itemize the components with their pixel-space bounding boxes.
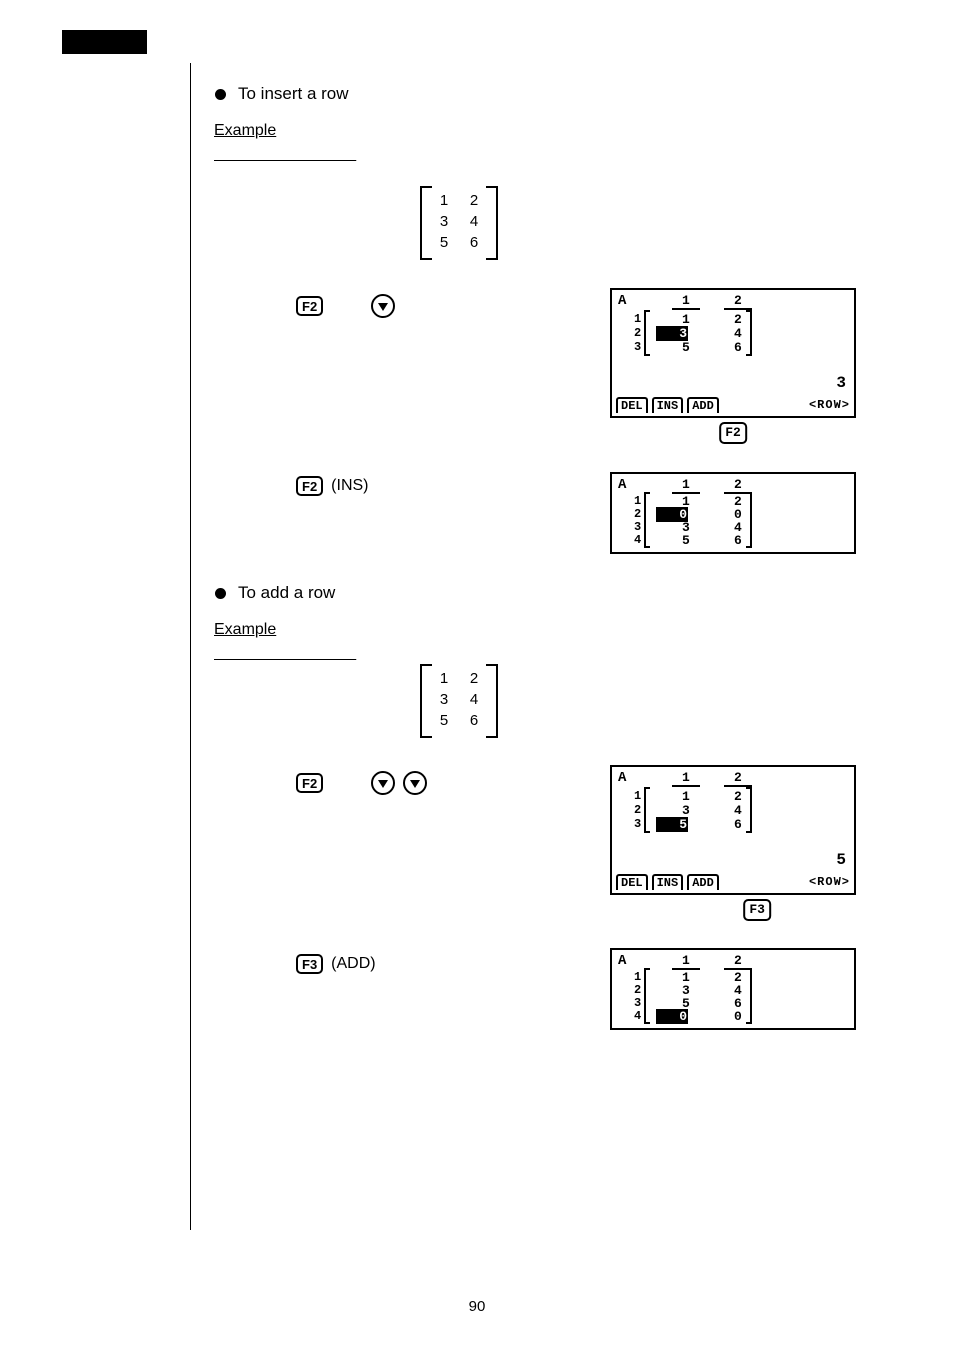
- menu-ins[interactable]: INS: [652, 874, 684, 890]
- s2-step2-keys: F3 (ADD): [296, 954, 376, 974]
- cursor-value: 3: [836, 374, 846, 392]
- s2-step1-keys: F2: [296, 771, 427, 795]
- matrix-name: A: [618, 953, 626, 969]
- menu-row-tag: <ROW>: [809, 398, 850, 412]
- matrix-name: A: [618, 770, 626, 786]
- down-arrow-button[interactable]: [371, 771, 395, 795]
- menu-del[interactable]: DEL: [616, 397, 648, 413]
- f2-key[interactable]: F2: [296, 476, 323, 496]
- menu-add[interactable]: ADD: [687, 874, 719, 890]
- step2-keys: F2 (INS): [296, 476, 369, 496]
- example-label-line-2: [214, 645, 404, 663]
- lcd-screenshot-s1-2: A 1 2 1 2 3 4 1 2 0 0 3 4 5 6: [610, 472, 856, 554]
- lcd-screenshot-s1-1: A 1 2 1 2 3 1 2 3 4 5 6 3 DEL INS ADD <R…: [610, 288, 856, 418]
- bullet-icon: [215, 89, 226, 100]
- matrix-A-src-2: 12 34 56: [420, 664, 498, 738]
- section2-title: To add a row: [238, 583, 335, 603]
- menu-add[interactable]: ADD: [687, 397, 719, 413]
- example-label: Example: [214, 122, 276, 140]
- cursor-value: 5: [836, 851, 846, 869]
- lcd-menu: DEL INS ADD <ROW>: [616, 397, 850, 413]
- highlighted-cell: 3: [656, 326, 688, 341]
- f2-key-below[interactable]: F2: [719, 422, 747, 444]
- f2-key[interactable]: F2: [296, 773, 323, 793]
- menu-del[interactable]: DEL: [616, 874, 648, 890]
- menu-row-tag: <ROW>: [809, 875, 850, 889]
- highlighted-cell: 5: [656, 817, 688, 832]
- s2-step2-label: (ADD): [331, 955, 375, 973]
- menu-ins[interactable]: INS: [652, 397, 684, 413]
- highlighted-cell: 0: [656, 1009, 688, 1024]
- example-label-line: [214, 146, 404, 164]
- example-label-2: Example: [214, 621, 276, 639]
- lcd-menu: DEL INS ADD <ROW>: [616, 874, 850, 890]
- lcd-screenshot-s2-2: A 1 2 1 2 3 4 1 2 3 4 5 6 0 0: [610, 948, 856, 1030]
- down-arrow-button[interactable]: [371, 294, 395, 318]
- vertical-separator: [190, 63, 191, 1230]
- down-arrow-button[interactable]: [403, 771, 427, 795]
- matrix-name: A: [618, 293, 626, 309]
- f3-key-below[interactable]: F3: [743, 899, 771, 921]
- f2-key[interactable]: F2: [296, 296, 323, 316]
- matrix-name: A: [618, 477, 626, 493]
- section1-title: To insert a row: [238, 84, 349, 104]
- step2-label: (INS): [331, 477, 368, 495]
- step1-keys: F2: [296, 294, 395, 318]
- matrix-A-src: 12 34 56: [420, 186, 498, 260]
- f3-key[interactable]: F3: [296, 954, 323, 974]
- bullet-icon: [215, 588, 226, 599]
- page-number: 90: [469, 1298, 486, 1315]
- black-tab: [62, 30, 147, 54]
- lcd-screenshot-s2-1: A 1 2 1 2 3 1 2 3 4 5 6 5 DEL INS ADD <R…: [610, 765, 856, 895]
